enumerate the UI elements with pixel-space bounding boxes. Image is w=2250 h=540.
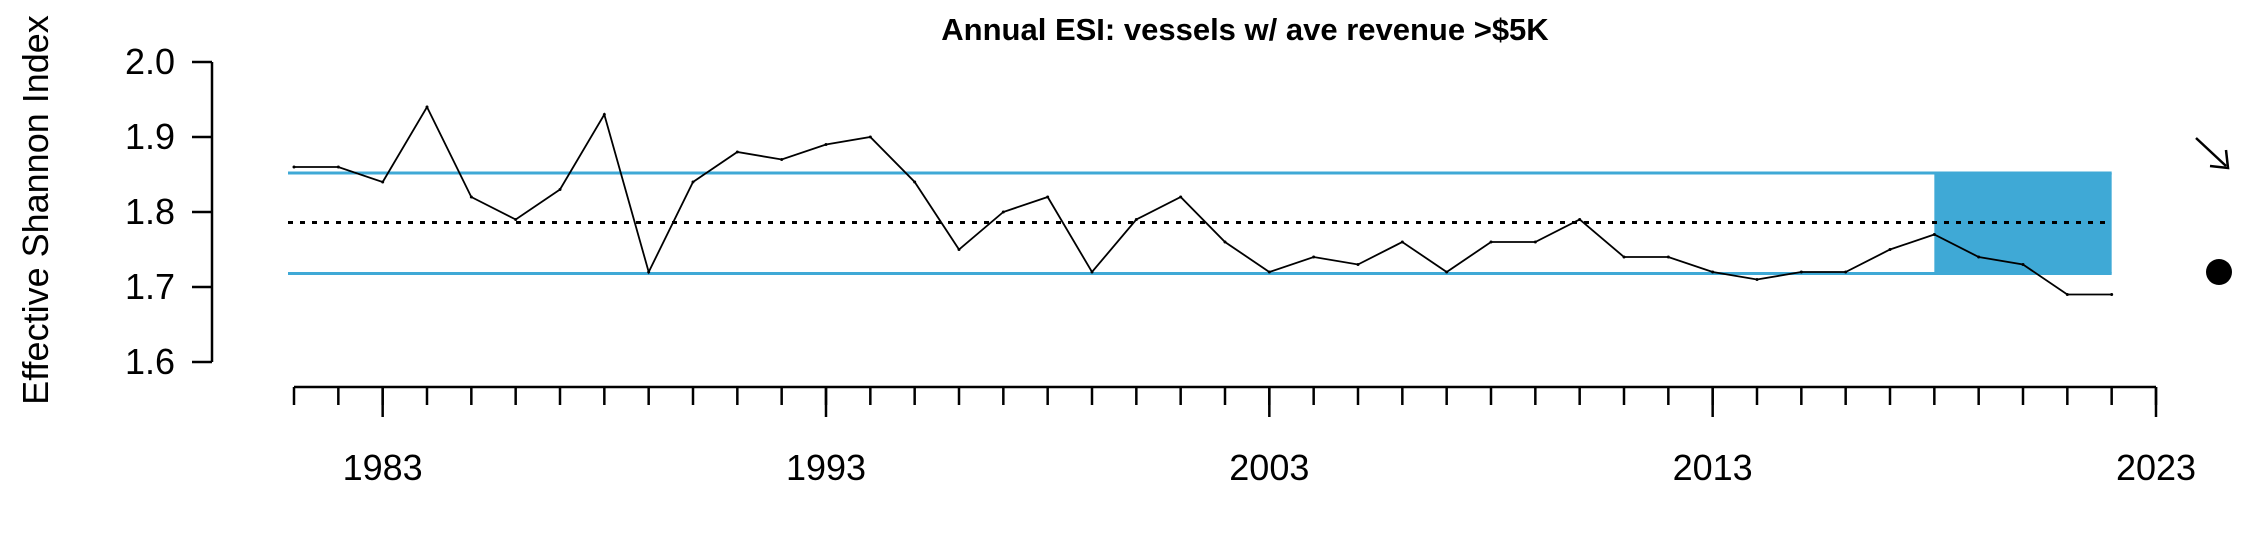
data-point bbox=[602, 113, 606, 116]
x-axis: 1983 1993 2003 2013 2023 bbox=[292, 385, 2196, 488]
reference-lines-layer bbox=[288, 171, 2112, 275]
y-tick-label: 1.7 bbox=[125, 266, 175, 307]
data-point bbox=[1755, 278, 1759, 281]
data-point bbox=[780, 158, 784, 161]
data-point bbox=[1090, 270, 1094, 274]
data-point bbox=[1179, 195, 1183, 199]
data-point bbox=[1489, 240, 1493, 244]
data-point bbox=[1977, 255, 1981, 259]
x-tick-label: 1993 bbox=[786, 447, 866, 488]
data-point bbox=[1622, 255, 1626, 259]
recent-window-box bbox=[1934, 173, 2112, 274]
series-layer bbox=[292, 105, 2114, 296]
data-point bbox=[691, 180, 695, 184]
data-point bbox=[1888, 248, 1892, 251]
data-point bbox=[1046, 195, 1050, 199]
data-point bbox=[469, 195, 473, 199]
data-point bbox=[913, 180, 917, 184]
x-tick-label: 2003 bbox=[1229, 447, 1309, 488]
data-point bbox=[824, 143, 828, 146]
data-point bbox=[2021, 263, 2025, 266]
data-point bbox=[1533, 240, 1537, 244]
data-point bbox=[1578, 218, 1582, 221]
data-point bbox=[1932, 233, 1936, 236]
data-point bbox=[1711, 270, 1715, 274]
data-point bbox=[1356, 263, 1360, 266]
data-point bbox=[1223, 240, 1227, 244]
trend-arrow-shaft bbox=[2195, 137, 2227, 167]
x-tick-label: 1983 bbox=[343, 447, 423, 488]
data-point bbox=[2065, 293, 2069, 296]
trend-arrow-head bbox=[2209, 149, 2230, 170]
data-point bbox=[425, 105, 429, 109]
y-tick-label: 2.0 bbox=[125, 41, 175, 82]
data-point bbox=[735, 150, 739, 154]
data-point bbox=[1445, 270, 1449, 274]
data-point bbox=[1312, 255, 1316, 259]
data-point bbox=[381, 180, 385, 184]
y-axis: 1.6 1.7 1.8 1.9 2.0 bbox=[125, 41, 214, 382]
data-point bbox=[1666, 255, 1670, 259]
data-point bbox=[1267, 270, 1271, 274]
y-axis-label: Effective Shannon Index bbox=[15, 15, 56, 405]
data-point bbox=[1400, 240, 1404, 244]
y-tick-label: 1.6 bbox=[125, 341, 175, 382]
x-tick-label: 2023 bbox=[2116, 447, 2196, 488]
data-point bbox=[558, 188, 562, 191]
data-point bbox=[514, 218, 518, 221]
data-point bbox=[1001, 210, 1005, 214]
data-point bbox=[2110, 293, 2114, 296]
data-point bbox=[957, 248, 961, 251]
series-line bbox=[294, 105, 2112, 296]
data-point bbox=[1134, 218, 1138, 221]
recent-window-layer bbox=[1934, 173, 2112, 274]
data-point bbox=[292, 165, 296, 169]
chart-title: Annual ESI: vessels w/ ave revenue >$5K bbox=[941, 12, 1549, 47]
data-point bbox=[1799, 270, 1803, 274]
y-tick-label: 1.8 bbox=[125, 191, 175, 232]
data-point bbox=[336, 165, 340, 169]
data-point bbox=[647, 270, 651, 274]
y-tick-label: 1.9 bbox=[125, 116, 175, 157]
mean-indicator-dot bbox=[2206, 259, 2232, 285]
data-point bbox=[868, 135, 872, 139]
x-tick-label: 2013 bbox=[1673, 447, 1753, 488]
data-point bbox=[1844, 270, 1848, 274]
indicators bbox=[2195, 137, 2232, 285]
